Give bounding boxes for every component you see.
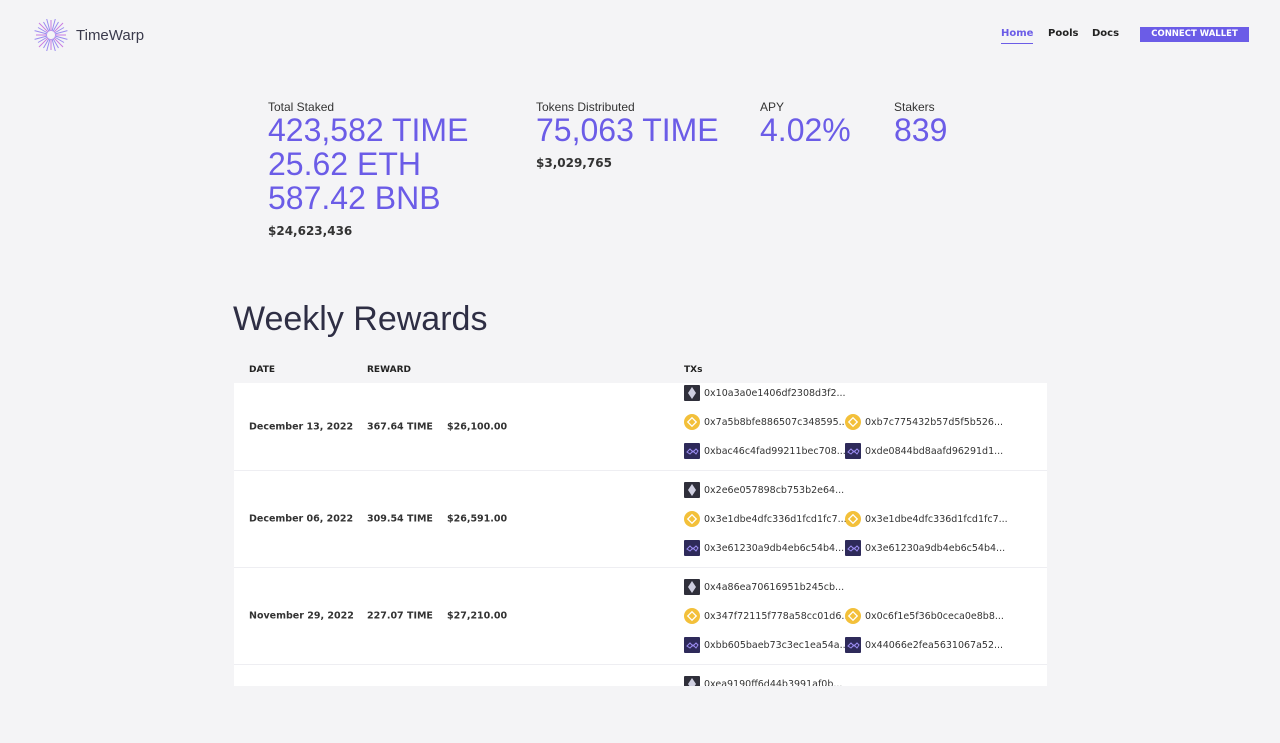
chain-icon: [684, 676, 700, 686]
chain-icon: [684, 482, 700, 498]
stat-usd: $3,029,765: [536, 156, 612, 170]
tx-hash: 0x347f72115f778a58cc01d6...: [704, 610, 851, 622]
tx-link[interactable]: 0x2e6e057898cb753b2e64...: [684, 482, 844, 498]
chain-icon: [684, 608, 700, 624]
table-row: 0xea9190ff6d44b3991af0b...: [234, 665, 1047, 686]
chain-icon: [684, 540, 700, 556]
tx-hash: 0xea9190ff6d44b3991af0b...: [704, 678, 843, 687]
tx-link[interactable]: 0x10a3a0e1406df2308d3f2...: [684, 385, 846, 401]
tx-link[interactable]: 0xbb605baeb73c3ec1ea54a...: [684, 637, 849, 653]
stat-label: APY: [760, 100, 785, 114]
tx-hash: 0x7a5b8bfe886507c348595...: [704, 416, 848, 428]
tx-hash: 0x3e61230a9db4eb6c54b4...: [865, 542, 1006, 554]
tx-hash: 0x44066e2fea5631067a52...: [865, 639, 1004, 651]
chain-icon: [684, 443, 700, 459]
stat: Total Staked 423,582 TIME 25.62 ETH 587.42 …: [268, 100, 468, 238]
column-header: REWARD: [367, 365, 411, 375]
column-header: DATE: [249, 365, 276, 375]
tx-hash: 0x3e1dbe4dfc336d1fcd1fc7...: [704, 513, 847, 525]
tx-link[interactable]: 0x347f72115f778a58cc01d6...: [684, 608, 850, 624]
brand: TimeWarp: [76, 26, 145, 44]
stat-value: 423,582 TIME: [268, 112, 469, 148]
table-row: November 29, 2022 227.07 TIME $27,210.00 0x…: [234, 568, 1047, 665]
chain-icon: [845, 608, 861, 624]
stat-label: Total Staked: [268, 100, 335, 114]
reward-cell: 227.07 TIME: [367, 610, 433, 622]
stat-value: 587.42 BNB: [268, 180, 441, 216]
stat-usd: $24,623,436: [268, 224, 353, 238]
stat-value: 75,063 TIME: [536, 112, 719, 148]
tx-hash: 0x10a3a0e1406df2308d3f2...: [704, 387, 846, 399]
logo[interactable]: TimeWarp: [32, 19, 144, 51]
date-cell: December 06, 2022: [249, 513, 354, 525]
chain-icon: [845, 637, 861, 653]
chain-icon: [684, 511, 700, 527]
logo-icon: [34, 19, 68, 51]
stat-value: 4.02%: [760, 112, 851, 148]
tx-hash: 0x3e61230a9db4eb6c54b4...: [704, 542, 845, 554]
table-row: December 06, 2022 309.54 TIME $26,591.00 0x…: [234, 471, 1047, 568]
stat: Tokens Distributed 75,063 TIME $3,029,765: [536, 100, 719, 170]
rewards-table: December 13, 2022 367.64 TIME $26,100.00 0x…: [234, 383, 1047, 686]
stat-value: 25.62 ETH: [268, 146, 421, 182]
tx-hash: 0xde0844bd8aafd96291d1...: [865, 445, 1004, 457]
tx-link[interactable]: 0xbac46c4fad99211bec708...: [684, 443, 846, 459]
chain-icon: [845, 540, 861, 556]
tx-link[interactable]: 0x3e1dbe4dfc336d1fcd1fc7...: [684, 511, 847, 527]
stat-value: 839: [894, 112, 948, 148]
date-cell: December 13, 2022: [249, 421, 354, 432]
date-cell: November 29, 2022: [249, 610, 354, 622]
table-row: December 13, 2022 367.64 TIME $26,100.00 0x…: [234, 383, 1047, 471]
usd-cell: $26,591.00: [447, 513, 508, 525]
tx-link[interactable]: 0x3e61230a9db4eb6c54b4...: [684, 540, 844, 556]
nav-link[interactable]: Pools: [1048, 28, 1079, 39]
tx-link[interactable]: 0x3e61230a9db4eb6c54b4...: [845, 540, 1005, 556]
stat-label: Stakers: [894, 100, 935, 114]
stat: Stakers 839: [894, 100, 947, 148]
tx-hash: 0xb7c775432b57d5f5b526...: [865, 416, 1004, 428]
tx-hash: 0xbac46c4fad99211bec708...: [704, 445, 846, 457]
chain-icon: [684, 579, 700, 595]
tx-hash: 0x2e6e057898cb753b2e64...: [704, 484, 845, 496]
tx-link[interactable]: 0xde0844bd8aafd96291d1...: [845, 443, 1003, 459]
chain-icon: [684, 414, 700, 430]
usd-cell: $27,210.00: [447, 610, 508, 622]
stat-label: Tokens Distributed: [536, 100, 635, 114]
reward-cell: 309.54 TIME: [367, 513, 433, 525]
tx-hash: 0x0c6f1e5f36b0ceca0e8b8...: [865, 610, 1004, 622]
chain-icon: [684, 385, 700, 401]
nav-link[interactable]: Docs: [1092, 28, 1120, 39]
tx-link[interactable]: 0x0c6f1e5f36b0ceca0e8b8...: [845, 608, 1004, 624]
tx-link[interactable]: 0x3e1dbe4dfc336d1fcd1fc7...: [845, 511, 1008, 527]
tx-link[interactable]: 0xea9190ff6d44b3991af0b...: [684, 676, 842, 686]
tx-link[interactable]: 0x4a86ea70616951b245cb...: [684, 579, 844, 595]
chain-icon: [845, 443, 861, 459]
tx-link[interactable]: 0xb7c775432b57d5f5b526...: [845, 414, 1003, 430]
tx-link[interactable]: 0x44066e2fea5631067a52...: [845, 637, 1003, 653]
tx-hash: 0x3e1dbe4dfc336d1fcd1fc7...: [865, 513, 1008, 525]
tx-hash: 0x4a86ea70616951b245cb...: [704, 581, 845, 593]
tx-hash: 0xbb605baeb73c3ec1ea54a...: [704, 639, 849, 651]
nav-link[interactable]: Home: [1001, 28, 1034, 44]
usd-cell: $26,100.00: [447, 421, 508, 432]
chain-icon: [845, 511, 861, 527]
chain-icon: [845, 414, 861, 430]
column-header: TXs: [684, 365, 703, 375]
tx-link[interactable]: 0x7a5b8bfe886507c348595...: [684, 414, 848, 430]
section-title: Weekly Rewards: [233, 300, 488, 338]
chain-icon: [684, 637, 700, 653]
stat: APY 4.02%: [760, 100, 851, 148]
connect-button[interactable]: CONNECT WALLET: [1140, 27, 1249, 42]
reward-cell: 367.64 TIME: [367, 421, 433, 432]
